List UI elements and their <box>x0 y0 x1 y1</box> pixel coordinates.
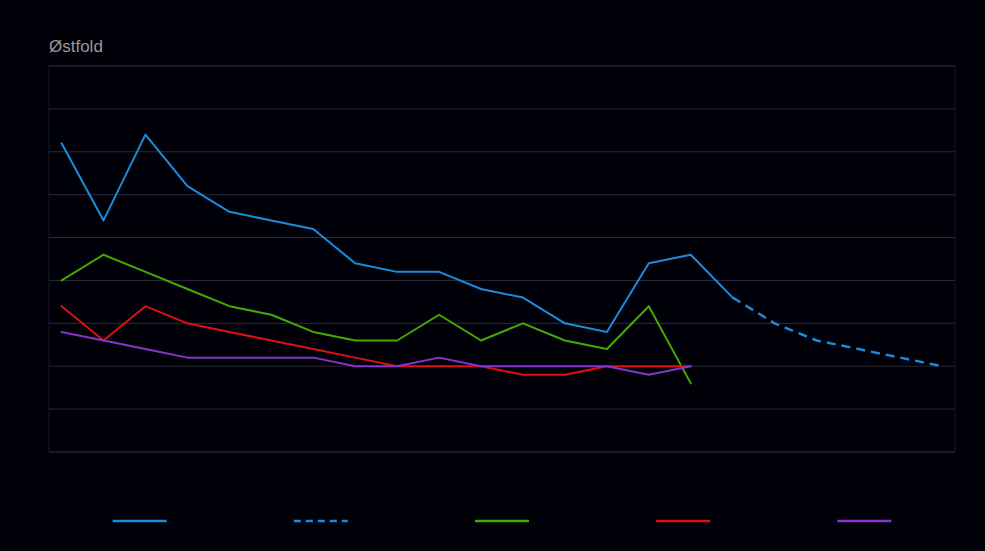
series-line <box>62 255 691 384</box>
grid-line <box>49 108 955 109</box>
grid-line <box>49 66 955 67</box>
background <box>0 0 985 551</box>
grid <box>49 66 955 452</box>
series-line <box>733 298 943 367</box>
grid-line <box>49 280 955 281</box>
grid-line <box>49 409 955 410</box>
grid-line <box>49 452 955 453</box>
plot-frame <box>49 66 955 452</box>
series-line <box>62 332 691 375</box>
legend-swatch <box>294 520 348 523</box>
series-line <box>62 306 691 375</box>
legend <box>113 521 892 522</box>
legend-swatch <box>113 520 167 523</box>
grid-line <box>49 194 955 195</box>
legend-swatch <box>475 520 529 523</box>
series-line <box>62 135 733 332</box>
legend-swatch <box>837 520 891 523</box>
legend-swatch <box>656 520 710 523</box>
grid-line <box>49 237 955 238</box>
lines <box>62 135 943 384</box>
grid-line <box>49 151 955 152</box>
title: Østfold <box>49 37 103 56</box>
chart: Østfold <box>0 0 985 551</box>
